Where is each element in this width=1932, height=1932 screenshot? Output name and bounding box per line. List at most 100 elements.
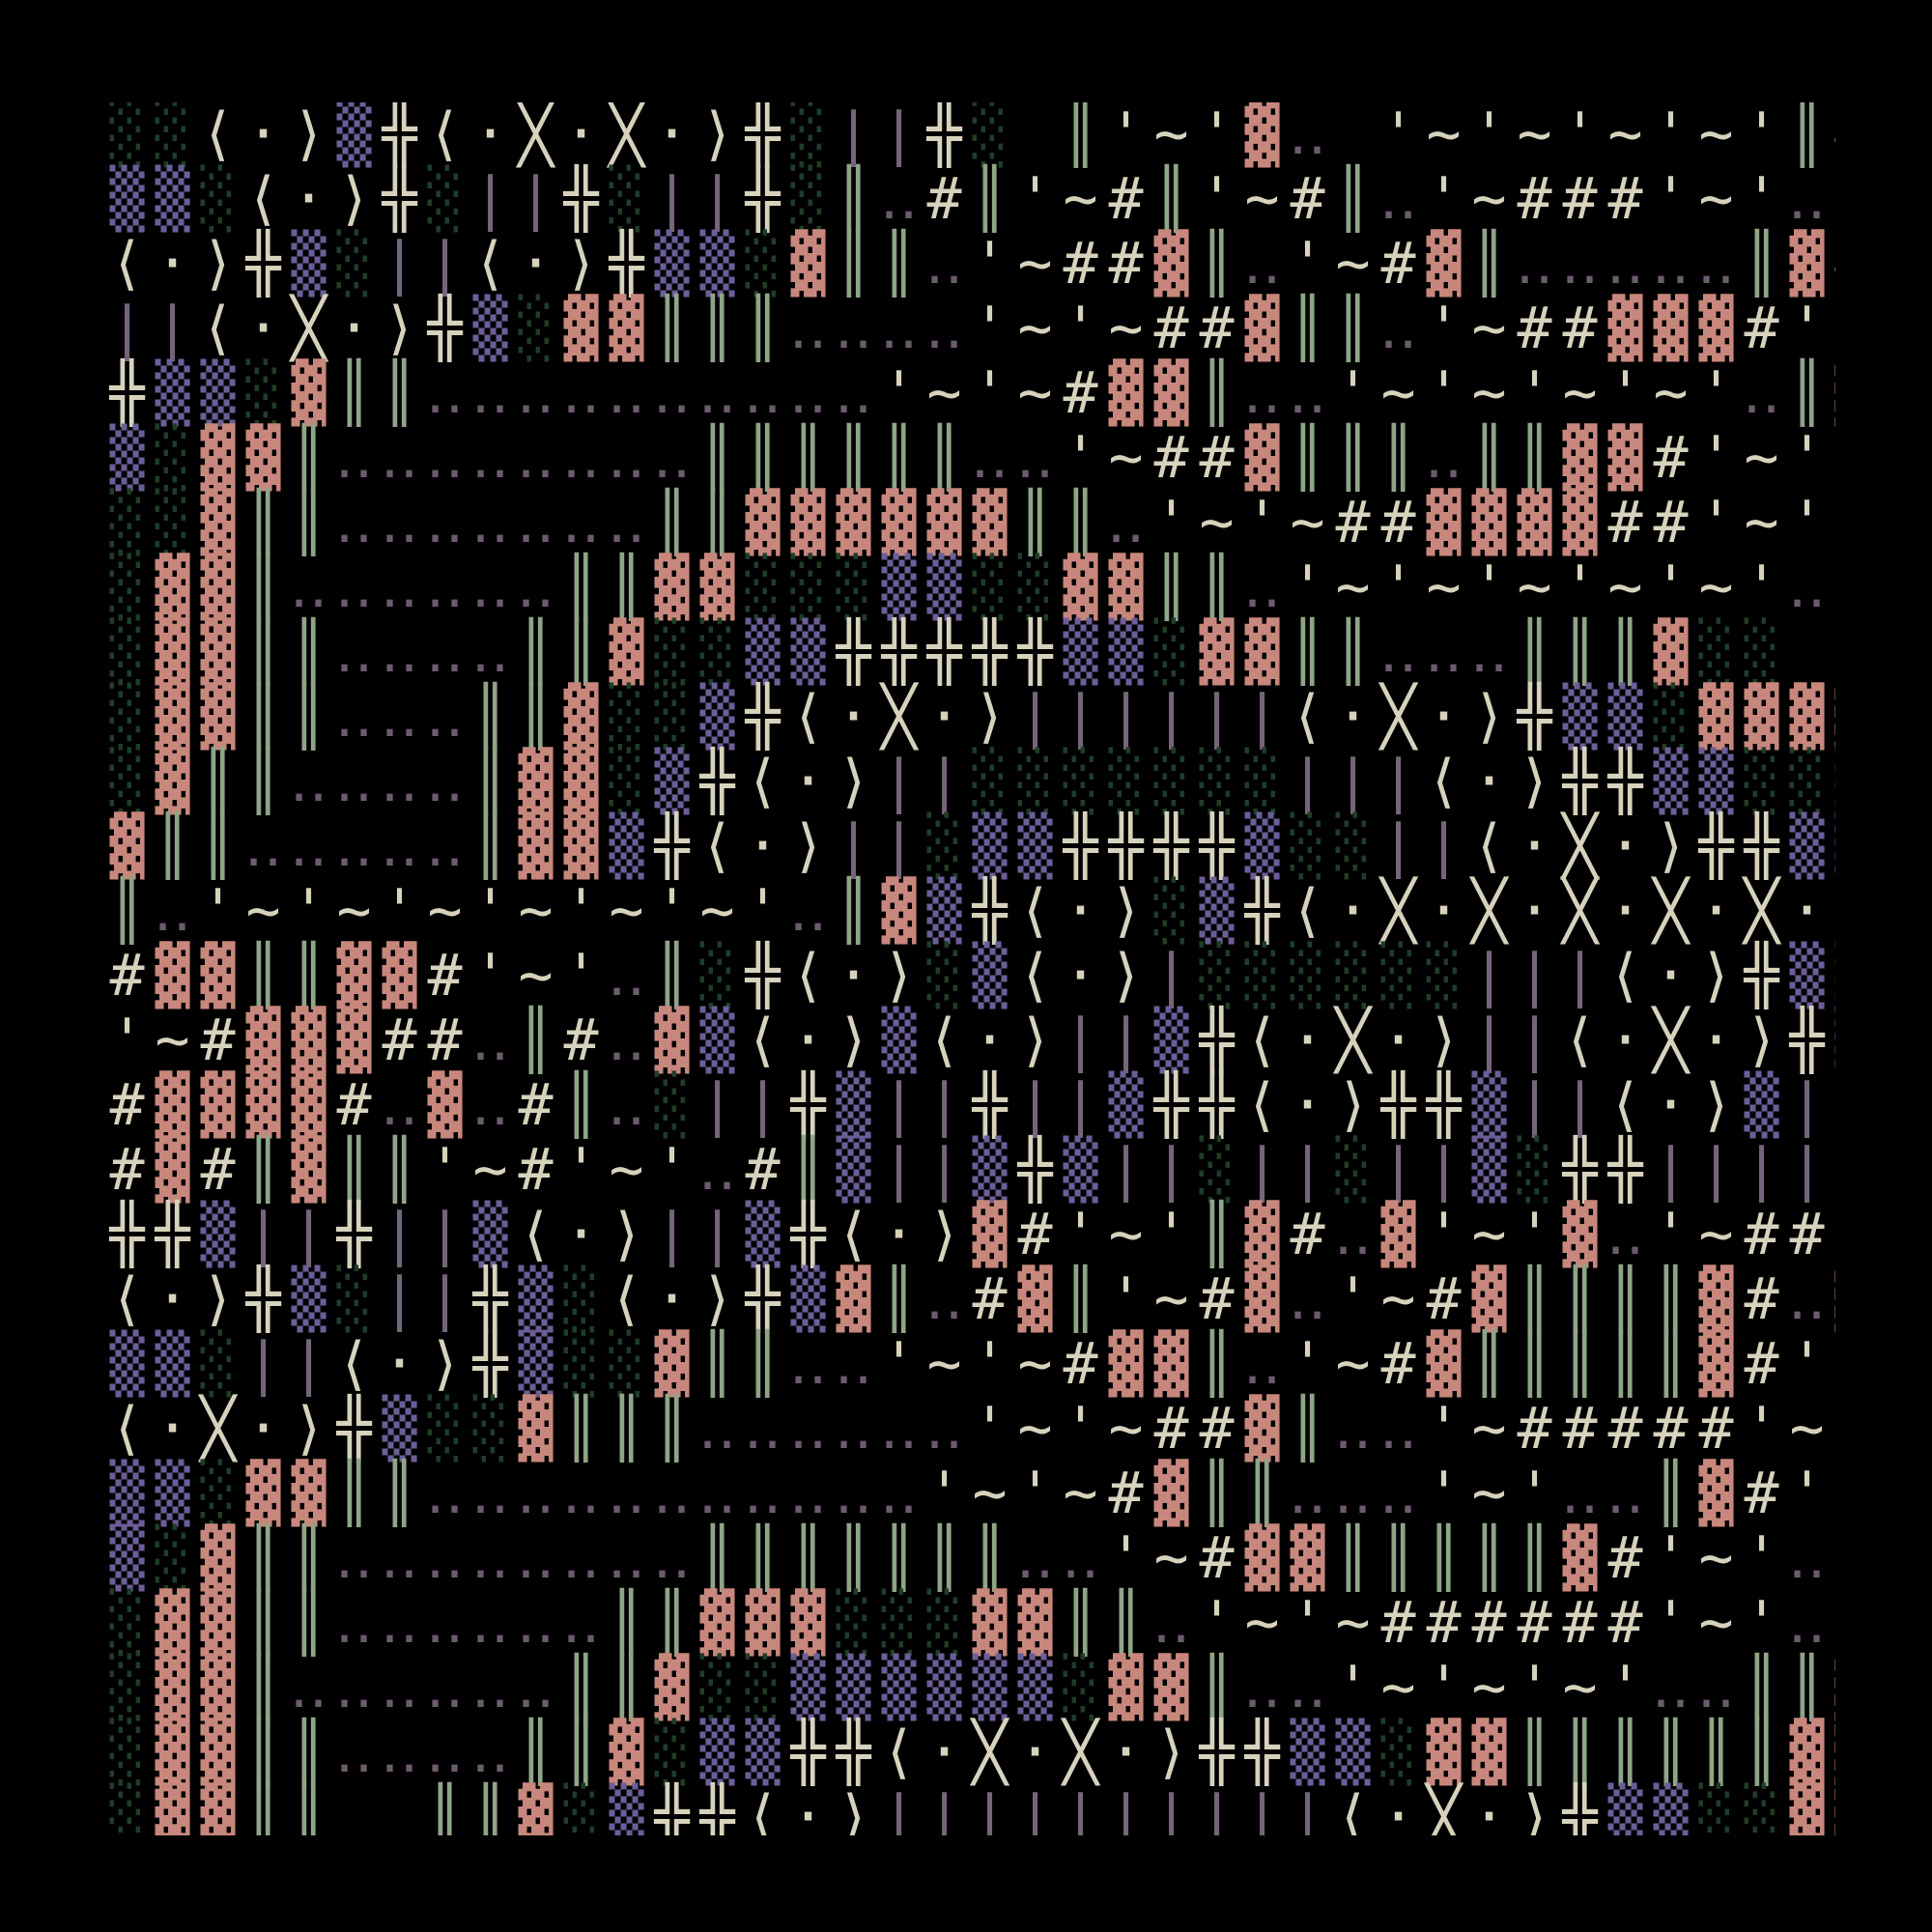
glyph: ╬ — [472, 1330, 508, 1398]
glyph: ' — [563, 1136, 599, 1204]
glyph: · — [972, 1007, 1008, 1074]
glyph: ‥ — [834, 1330, 873, 1398]
glyph: ╬ — [336, 1201, 372, 1268]
glyph-grid: ░░⟨·⟩▒╬⟨·╳·╳·⟩╬░||╬░ ║'~'▓‥ '~'~'~'~'║# … — [104, 102, 1835, 1835]
glyph: ‥ — [1651, 230, 1690, 298]
glyph: ║ — [1335, 1524, 1371, 1592]
glyph: ▒ — [1830, 814, 1835, 879]
glyph: # — [1380, 230, 1416, 298]
glyph: ▒ — [699, 1719, 735, 1786]
glyph: ‥ — [380, 424, 419, 492]
glyph: # — [1017, 1201, 1053, 1268]
glyph: ▒ — [926, 1654, 962, 1721]
glyph: ║ — [1063, 102, 1098, 168]
glyph: # — [1108, 230, 1144, 298]
glyph: # — [1153, 1395, 1189, 1463]
glyph: # — [1471, 1589, 1507, 1657]
glyph: ░ — [1517, 1136, 1552, 1204]
glyph: ║ — [245, 942, 281, 1009]
glyph: | — [1517, 1007, 1552, 1074]
glyph: ╬ — [1380, 1071, 1416, 1139]
glyph: ⟩ — [1698, 942, 1734, 1009]
glyph: | — [745, 1071, 781, 1139]
glyph: · — [1380, 1007, 1416, 1074]
glyph-row: '~#▓▓▓##‥║#‥▓▒⟨·⟩▒⟨·⟩||▒╬⟨·╳·⟩||⟨·╳·⟩╬▒░… — [104, 1009, 1835, 1073]
glyph: ░ — [836, 1589, 871, 1657]
glyph: # — [1517, 295, 1552, 362]
glyph: ║ — [699, 295, 735, 362]
glyph: · — [1607, 877, 1643, 945]
glyph: | — [1063, 1071, 1098, 1139]
glyph: | — [926, 1071, 962, 1139]
glyph: ║ — [1063, 489, 1098, 556]
glyph: | — [881, 1136, 917, 1204]
glyph: ‥ — [924, 1395, 964, 1463]
glyph: ║ — [1562, 1330, 1598, 1398]
glyph: · — [1517, 877, 1552, 945]
glyph: ║ — [563, 1654, 599, 1721]
glyph: ▓ — [336, 942, 372, 1009]
glyph: ‥ — [516, 554, 555, 621]
glyph: ║ — [881, 1524, 917, 1592]
glyph: ▓ — [1562, 489, 1598, 556]
glyph: ~ — [1380, 359, 1416, 427]
glyph: ▒ — [1290, 1719, 1325, 1786]
glyph: ║ — [1830, 167, 1835, 232]
glyph: ║ — [654, 942, 690, 1009]
glyph: ‥ — [334, 424, 374, 492]
glyph: ░ — [790, 102, 826, 168]
glyph: ▓ — [654, 1007, 690, 1074]
glyph: · — [155, 1395, 190, 1463]
glyph: ░ — [790, 165, 826, 233]
glyph: ‥ — [380, 489, 419, 556]
glyph: ‥ — [1424, 424, 1463, 492]
glyph: # — [1290, 1201, 1325, 1268]
glyph: ▓ — [200, 1719, 236, 1786]
glyph: ▒ — [881, 554, 917, 621]
glyph: ' — [1517, 1460, 1552, 1527]
glyph: ║ — [1199, 554, 1235, 621]
glyph: # — [1063, 230, 1098, 298]
glyph: # — [336, 1071, 372, 1139]
glyph: ~ — [1017, 359, 1053, 427]
glyph: ║ — [836, 230, 871, 298]
glyph: ░ — [972, 554, 1008, 621]
glyph: ░ — [1830, 944, 1835, 1009]
glyph: ▓ — [200, 489, 236, 556]
glyph: ' — [1290, 1589, 1325, 1657]
glyph: ‥ — [1830, 426, 1835, 491]
glyph: ~ — [1153, 1265, 1189, 1333]
glyph: # — [1562, 165, 1598, 233]
glyph: ' — [1653, 165, 1689, 233]
glyph: ▓ — [155, 1071, 190, 1139]
glyph: ' — [1653, 102, 1689, 168]
glyph: ‥ — [652, 1524, 692, 1592]
glyph: | — [1562, 942, 1598, 1009]
glyph: ~ — [1471, 1201, 1507, 1268]
glyph: # — [972, 1265, 1008, 1333]
glyph: ~ — [926, 359, 962, 427]
glyph: ║ — [1017, 489, 1053, 556]
glyph: ║ — [200, 748, 236, 815]
glyph-row: ╬╬▒||╬||▒⟨·⟩||▒╬⟨·⟩▓#'~'║▓#‥▓'~'▓‥'~##'~… — [104, 1203, 1835, 1267]
glyph: ▓ — [1244, 424, 1280, 492]
glyph: ░ — [1335, 942, 1371, 1009]
glyph: ╳ — [1744, 877, 1779, 945]
glyph: ▓ — [1698, 1460, 1734, 1527]
glyph: | — [654, 1201, 690, 1268]
glyph-row: ░▓▓║‥‥‥‥‥‥║║▓▓░░░▒▒░░▓▓║║‥'~'~'~'~'~'‥‥║… — [104, 555, 1835, 620]
glyph: ' — [1653, 1201, 1689, 1268]
glyph: | — [1063, 1783, 1098, 1836]
glyph: ▓ — [1830, 1267, 1835, 1332]
glyph: ~ — [518, 877, 554, 945]
glyph: ‥ — [1787, 1524, 1827, 1592]
glyph: # — [1830, 232, 1835, 297]
glyph: ╳ — [1653, 1007, 1689, 1074]
glyph: | — [926, 1136, 962, 1204]
glyph: | — [1153, 1783, 1189, 1836]
glyph: ‥ — [334, 1524, 374, 1592]
glyph: ░ — [109, 102, 145, 168]
glyph: ╬ — [336, 1395, 372, 1463]
glyph: | — [1108, 683, 1144, 751]
glyph: ' — [1789, 489, 1825, 556]
